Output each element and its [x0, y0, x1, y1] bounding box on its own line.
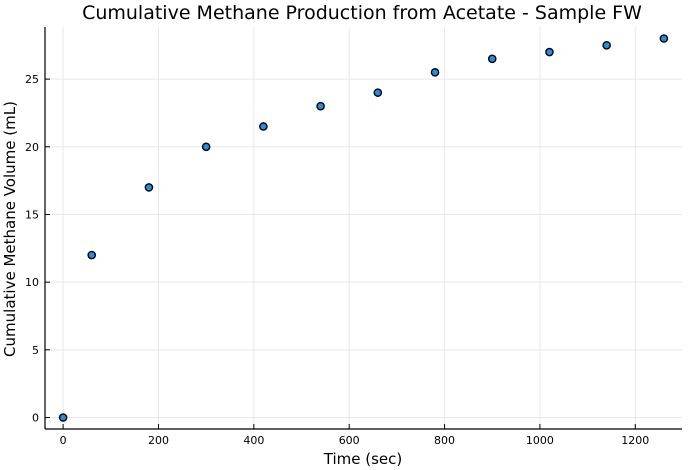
data-point	[545, 47, 554, 57]
y-tick-label: 20	[25, 141, 39, 154]
x-axis-label: Time (sec)	[323, 450, 402, 468]
y-axis-label: Cumulative Methane Volume (mL)	[1, 101, 19, 357]
data-points	[58, 34, 669, 422]
y-tick-label: 5	[32, 344, 39, 357]
data-point	[602, 40, 611, 50]
x-tick-label: 800	[434, 434, 455, 447]
x-tick-label: 1200	[621, 434, 649, 447]
data-point	[373, 88, 383, 97]
x-tick-label: 400	[243, 434, 264, 447]
data-point	[487, 54, 497, 64]
x-tick-label: 200	[148, 434, 169, 447]
chart-title: Cumulative Methane Production from Aceta…	[82, 2, 642, 24]
y-tick-label: 25	[25, 73, 39, 86]
data-point	[430, 68, 440, 77]
ticks: 0 200 400 600 800 1000 1200 0 5 10 15 20 25	[25, 73, 649, 447]
y-tick-label: 10	[25, 276, 39, 289]
axes	[44, 27, 682, 430]
x-tick-label: 0	[60, 434, 67, 447]
data-point	[316, 101, 325, 111]
x-tick-label: 1000	[526, 434, 554, 447]
x-tick-label: 600	[339, 434, 360, 447]
y-tick-label: 15	[25, 208, 39, 221]
data-point	[659, 34, 669, 43]
grid-lines	[45, 27, 682, 429]
data-point	[259, 122, 268, 131]
data-point	[58, 413, 68, 422]
data-point	[87, 250, 97, 260]
y-tick-label: 0	[32, 411, 39, 424]
data-point	[201, 142, 211, 152]
data-point	[144, 183, 154, 192]
